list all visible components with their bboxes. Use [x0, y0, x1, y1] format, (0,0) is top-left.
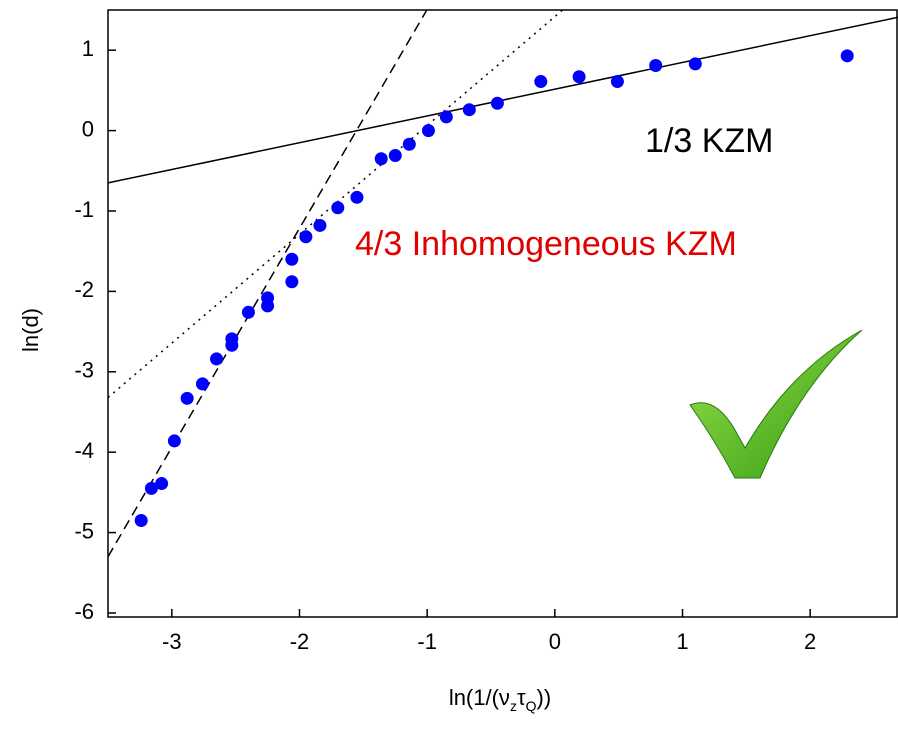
data-point [572, 70, 586, 84]
data-point [144, 481, 158, 495]
y-tick-label: -2 [74, 277, 94, 302]
data-point [649, 58, 663, 72]
data-point [285, 252, 299, 266]
data-point [462, 103, 476, 117]
data-point [195, 377, 209, 391]
reference-line [108, 10, 428, 558]
plot-frame [107, 9, 898, 618]
data-point [285, 275, 299, 289]
x-label-part: z [510, 698, 517, 714]
data-point [402, 137, 416, 151]
x-tick-label: -2 [290, 629, 310, 654]
data-point [688, 57, 702, 71]
checkmark-icon [689, 329, 863, 479]
data-point [167, 434, 181, 448]
data-point [134, 514, 148, 528]
data-point [840, 49, 854, 63]
y-tick-label: -5 [74, 518, 94, 543]
y-tick-label: 1 [82, 36, 94, 61]
x-tick-label: -3 [162, 629, 182, 654]
x-label-part: τ [517, 685, 526, 710]
data-point [241, 305, 255, 319]
annotation: 1/3 KZM [645, 122, 773, 160]
y-tick-label: 0 [82, 116, 94, 141]
y-tick-label: -3 [74, 358, 94, 383]
data-point [534, 75, 548, 89]
reference-line [108, 10, 564, 399]
y-tick-label: -6 [74, 599, 94, 624]
x-tick-label: 2 [804, 629, 816, 654]
y-axis-label: ln(d) [18, 308, 43, 352]
data-point [490, 96, 504, 110]
data-point [180, 391, 194, 405]
data-point [210, 352, 224, 366]
x-axis-label: ln(1/(νzτQ)) [449, 685, 551, 714]
data-point [331, 201, 345, 215]
data-point [313, 218, 327, 232]
x-tick-label: -1 [417, 629, 437, 654]
data-point [439, 110, 453, 124]
data-point [350, 190, 364, 204]
data-point [155, 477, 169, 491]
x-label-part: ln(1/(ν [449, 685, 510, 710]
reference-lines [108, 10, 898, 558]
data-point [225, 332, 239, 346]
data-point [261, 291, 275, 305]
data-point [374, 152, 388, 166]
x-tick-label: 0 [549, 629, 561, 654]
y-tick-label: -4 [74, 438, 94, 463]
x-tick-label: 1 [676, 629, 688, 654]
x-label-part: )) [537, 685, 552, 710]
data-point [421, 124, 435, 138]
y-tick-label: -1 [74, 197, 94, 222]
x-label-part: Q [526, 698, 537, 714]
annotation: 4/3 Inhomogeneous KZM [355, 225, 737, 263]
reference-line [108, 16, 898, 184]
data-point [388, 149, 402, 163]
data-point [299, 230, 313, 244]
data-point [610, 75, 624, 89]
